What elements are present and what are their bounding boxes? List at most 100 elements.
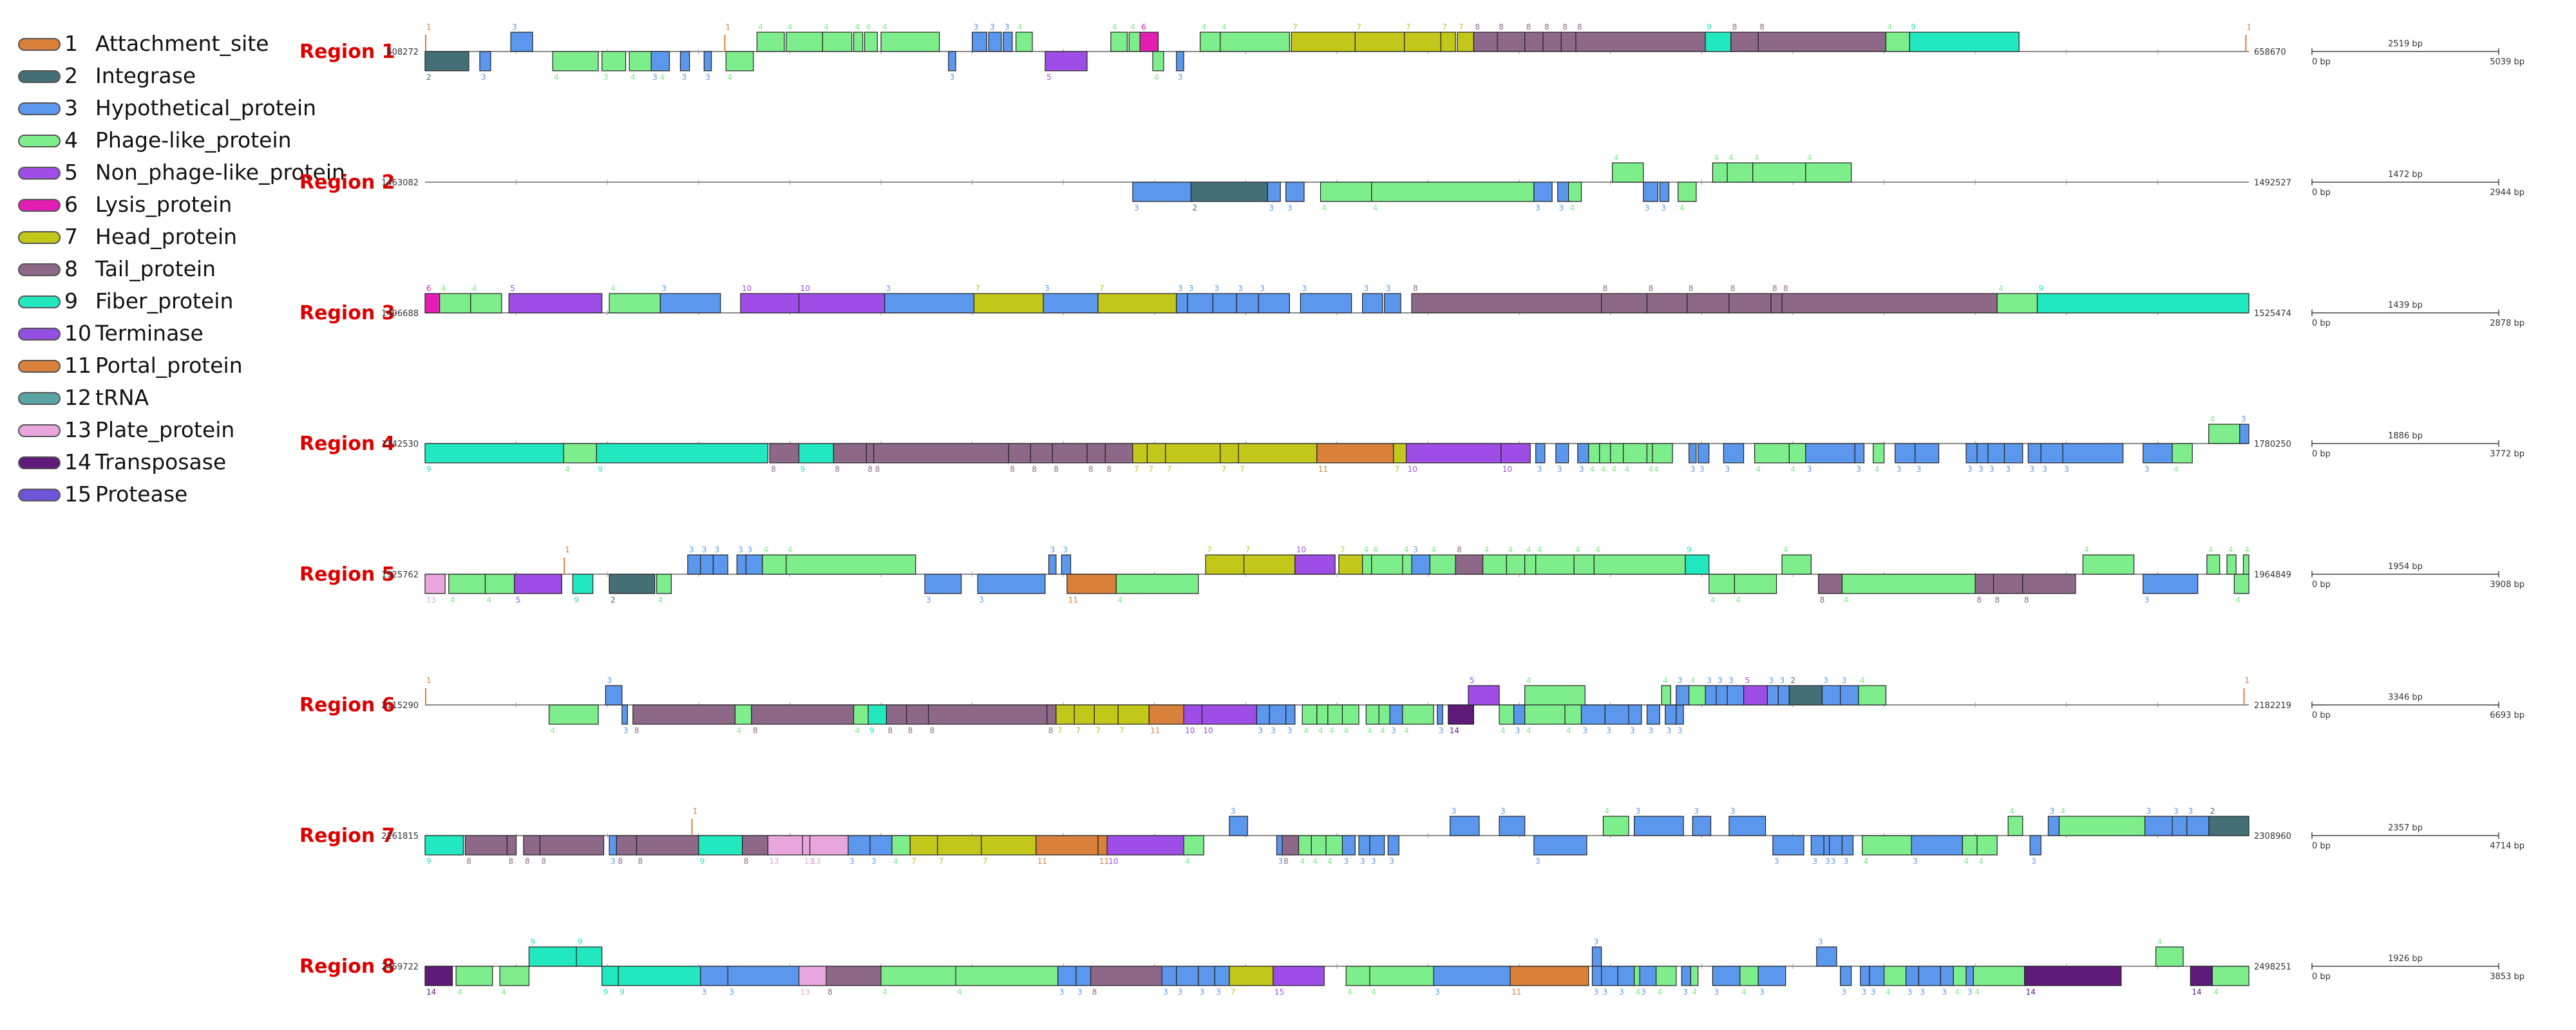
feature-label: 4 (957, 988, 962, 997)
feature-label: 4 (882, 23, 887, 32)
feature-box (1993, 574, 2023, 594)
feature-label: 3 (481, 73, 486, 82)
feature-box (1727, 162, 1754, 183)
legend-label: Portal_protein (95, 353, 243, 378)
feature-box (552, 51, 599, 71)
feature-label: 3 (1694, 807, 1699, 816)
feature-box (1818, 574, 1843, 594)
scale-end-label: 2878 bp (2490, 319, 2524, 328)
feature-label: 3 (1582, 726, 1587, 735)
feature-box (1698, 443, 1710, 464)
feature-label: 4 (2174, 465, 2179, 474)
feature-label: 3 (1593, 937, 1598, 946)
feature-label: 3 (1050, 545, 1056, 554)
feature-label: 4 (1222, 23, 1227, 32)
feature-label: 3 (512, 23, 517, 32)
feature-box (1591, 966, 1602, 986)
feature-label: 4 (1756, 465, 1761, 474)
feature-box (572, 574, 594, 594)
legend-label: Non_phage-like_protein (95, 160, 345, 185)
feature-box (1712, 162, 1728, 183)
feature-label: 8 (744, 857, 749, 866)
feature-box (601, 51, 627, 71)
feature-label: 4 (554, 73, 559, 82)
feature-box (1555, 443, 1569, 464)
feature-box (1681, 966, 1692, 986)
feature-label: 3 (1823, 676, 1828, 685)
feature-box (1716, 685, 1728, 706)
region-label: Region 5 (299, 563, 395, 586)
feature-label: 4 (1501, 726, 1506, 735)
feature-box (1884, 966, 1907, 986)
feature-box (1128, 32, 1141, 52)
feature-label: 4 (1663, 676, 1668, 685)
feature-label: 1 (725, 23, 730, 32)
feature-label: 7 (1406, 23, 1411, 32)
legend-label: Lysis_protein (95, 192, 232, 217)
legend-label: Head_protein (95, 224, 238, 249)
feature-box (616, 835, 638, 856)
scale-zero-label: 0 bp (2312, 319, 2331, 328)
feature-label: 3 (1269, 203, 1274, 212)
feature-label: 3 (603, 73, 609, 82)
feature-label: 4 (855, 23, 860, 32)
feature-box (528, 946, 577, 967)
feature-label: 3 (1603, 988, 1608, 997)
feature-box (1557, 182, 1569, 202)
legend-number: 12 (64, 385, 91, 410)
feature-label: 4 (565, 465, 570, 474)
feature-box (2172, 443, 2193, 464)
feature-label: 4 (1318, 726, 1323, 735)
feature-label: 3 (1287, 726, 1293, 735)
feature-label: 4 (1018, 23, 1023, 32)
feature-label: 4 (882, 988, 887, 997)
feature-label: 4 (1601, 465, 1606, 474)
feature-label: 3 (611, 857, 616, 866)
feature-box (2036, 293, 2249, 314)
feature-label: 3 (1386, 284, 1391, 293)
feature-label: 3 (738, 545, 743, 554)
feature-box (822, 32, 853, 52)
feature-label: 3 (607, 676, 612, 685)
feature-label: 14 (426, 988, 436, 997)
feature-box (2007, 816, 2023, 836)
feature-label: 4 (1329, 726, 1334, 735)
feature-label: 3 (1178, 284, 1183, 293)
feature-box (1542, 32, 1562, 52)
feature-box (1074, 704, 1095, 725)
feature-box (2024, 966, 2122, 986)
feature-box (1734, 574, 1777, 594)
feature-label: 3 (1648, 726, 1653, 735)
feature-box (2206, 554, 2221, 575)
feature-label: 3 (1967, 988, 1973, 997)
feature-label: 10 (1203, 726, 1213, 735)
feature-label: 4 (1625, 465, 1630, 474)
feature-label: 3 (689, 545, 694, 554)
feature-box (424, 293, 440, 314)
attachment-site (691, 819, 693, 836)
feature-box (1045, 51, 1088, 71)
feature-label: 3 (2188, 807, 2193, 816)
feature-box (1513, 704, 1526, 725)
feature-label: 8 (466, 857, 471, 866)
feature-box (1709, 574, 1735, 594)
feature-label: 3 (1238, 284, 1243, 293)
feature-label: 3 (1842, 676, 1847, 685)
feature-box (1267, 182, 1281, 202)
feature-label: 4 (1185, 857, 1190, 866)
feature-box (2186, 816, 2210, 836)
attachment-site (724, 35, 726, 52)
feature-label: 8 (1730, 284, 1736, 293)
feature-label: 4 (1604, 807, 1609, 816)
region-end-coord: 2308960 (2254, 832, 2291, 841)
feature-box (1499, 704, 1515, 725)
legend-swatch (18, 489, 61, 501)
feature-label: 4 (764, 545, 769, 554)
feature-label: 7 (1095, 726, 1101, 735)
feature-label: 4 (486, 595, 491, 604)
feature-label: 7 (975, 284, 980, 293)
feature-label: 9 (869, 726, 875, 735)
feature-box (424, 966, 453, 986)
feature-box (937, 835, 982, 856)
legend-number: 15 (64, 482, 91, 507)
